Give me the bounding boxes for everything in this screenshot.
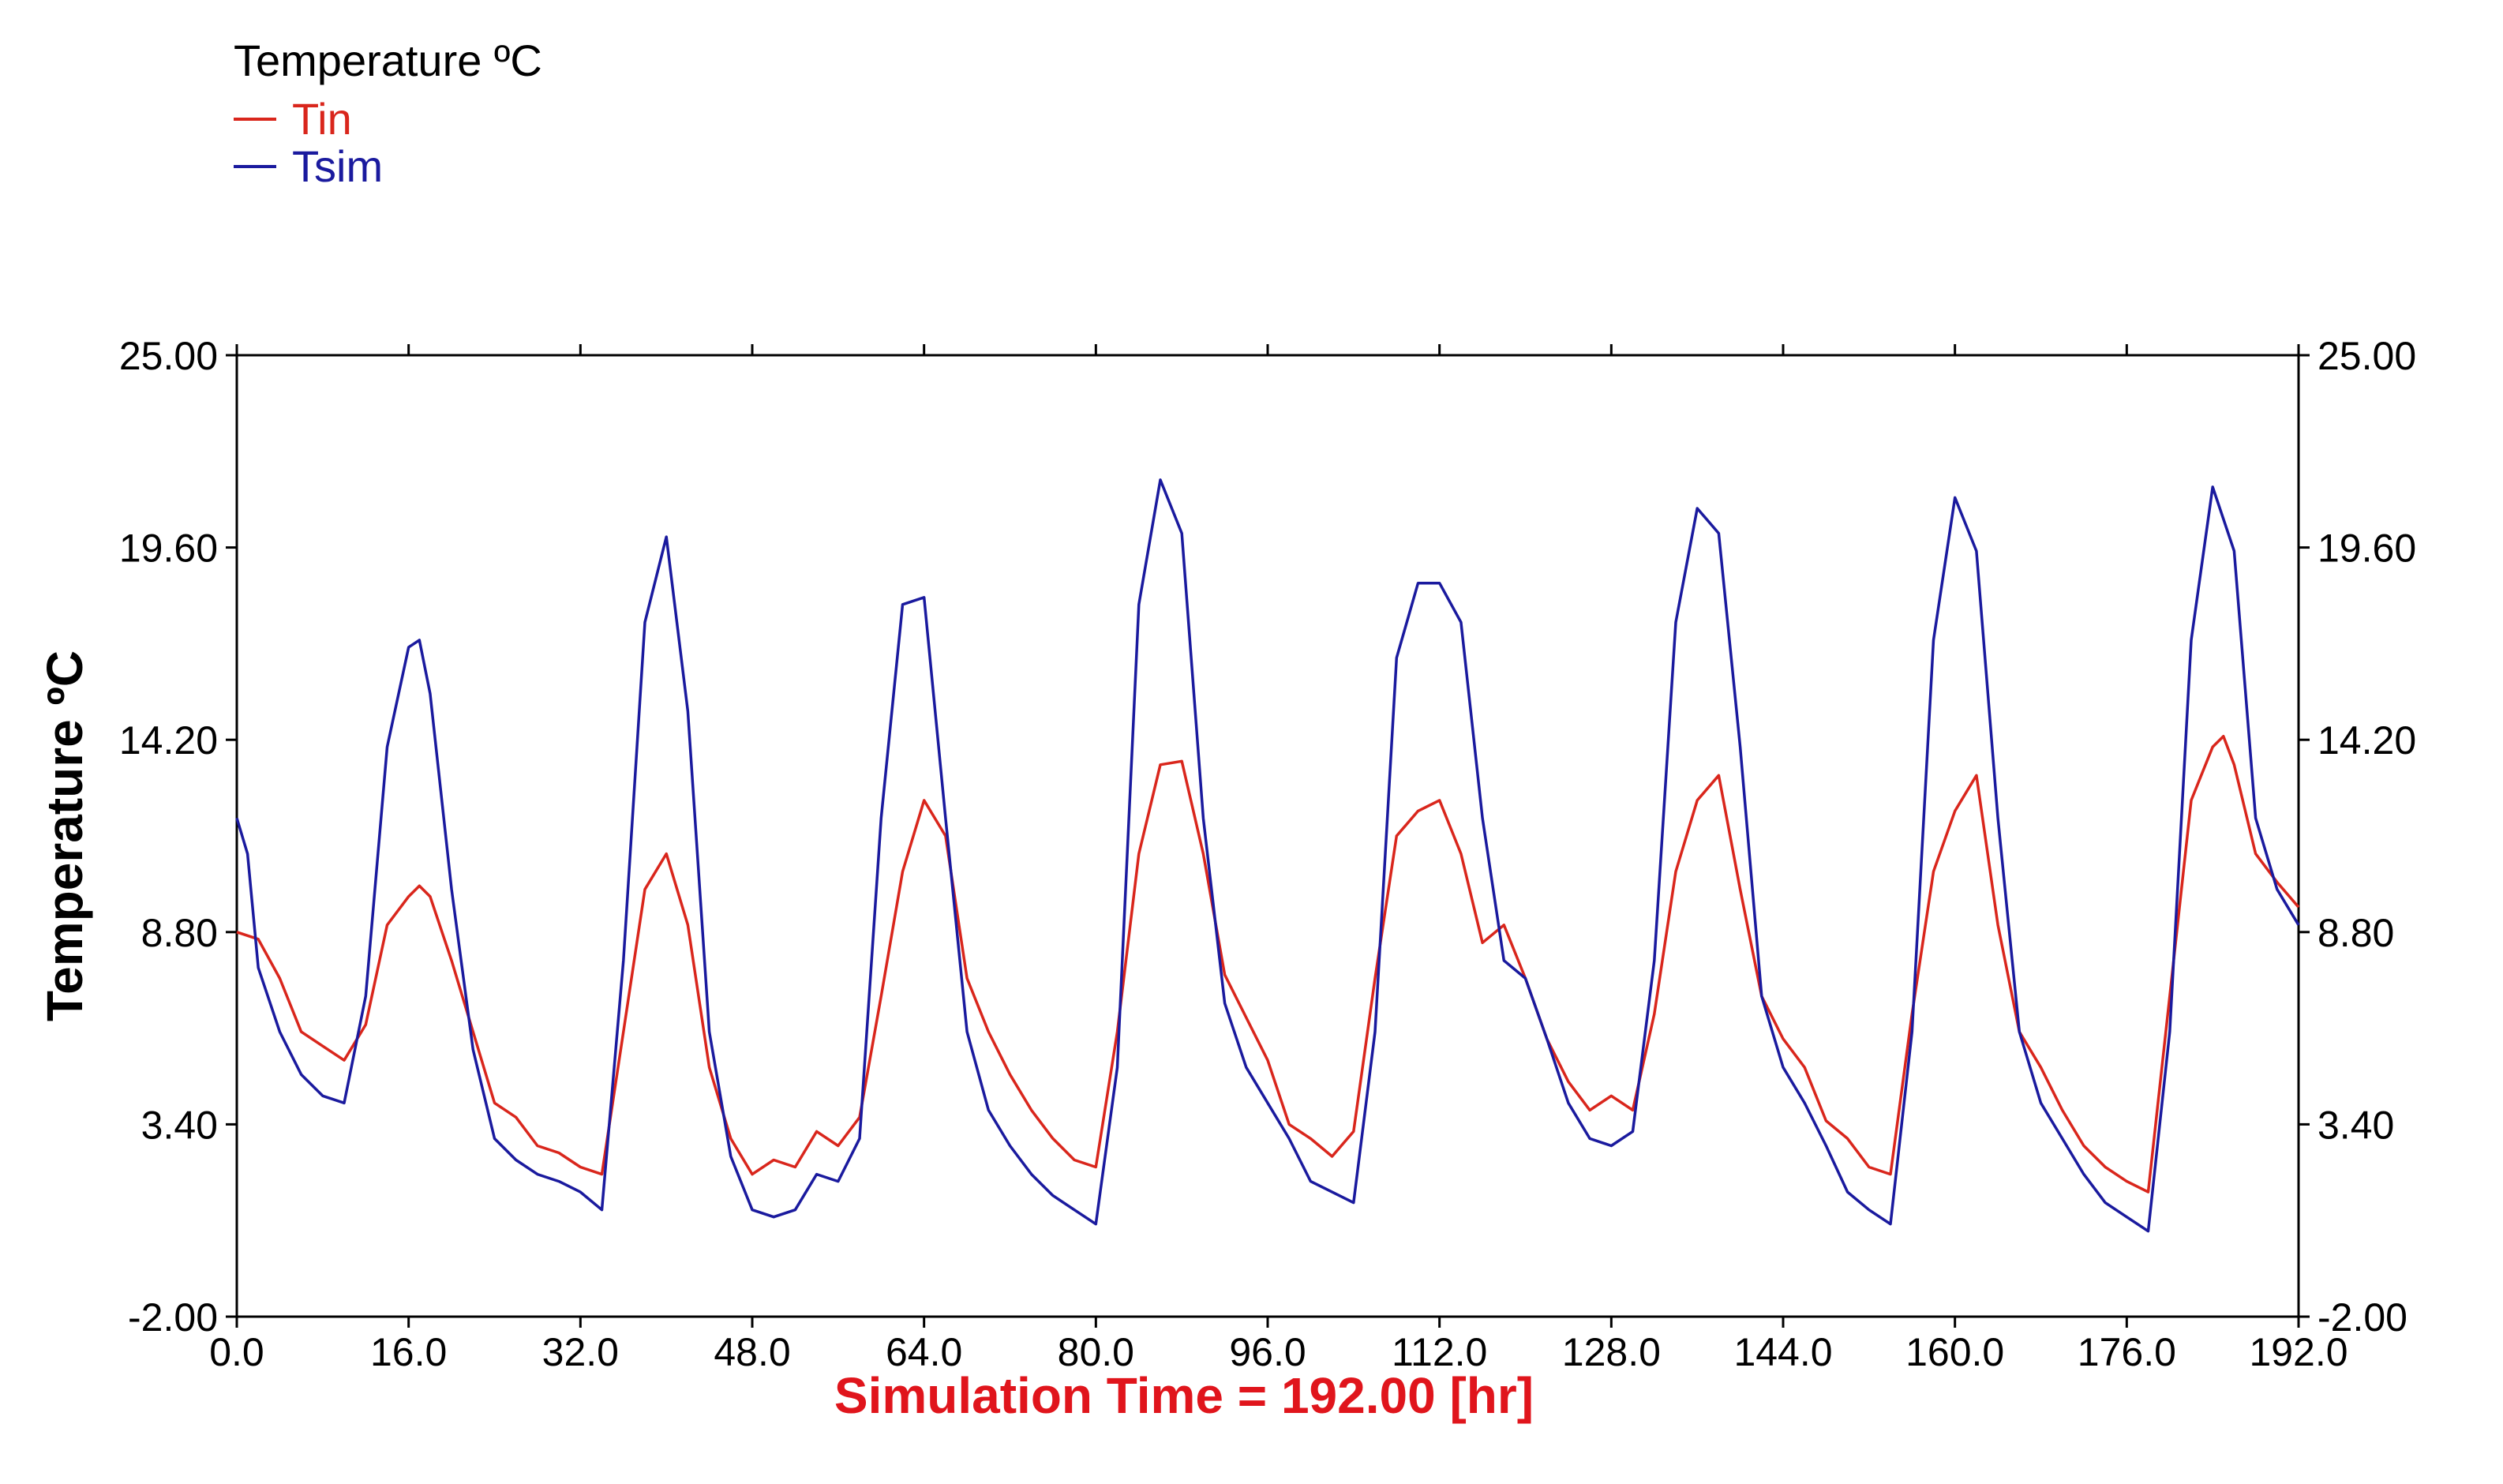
x-tick-label: 16.0	[370, 1330, 447, 1374]
tick-layer: 0.0 16.0 32.0 48.0 64.0 80.0 96.0 112.0 128.0 144…	[119, 334, 2416, 1374]
y-tick-label-right: 19.60	[2318, 527, 2416, 571]
y-tick-label-right: 3.40	[2318, 1103, 2394, 1147]
x-tick-label: 144.0	[1733, 1330, 1832, 1374]
y-tick-label-right: -2.00	[2318, 1295, 2407, 1340]
series-line-tsim	[235, 478, 2300, 1233]
y-axis-label: Temperature ºC	[36, 650, 93, 1021]
x-tick-label: 176.0	[2078, 1330, 2176, 1374]
x-tick-label: 96.0	[1229, 1330, 1306, 1374]
y-tick-label-right: 8.80	[2318, 911, 2394, 955]
x-axis-label: Simulation Time = 192.00 [hr]	[834, 1367, 1534, 1424]
y-tick-label-left: 3.40	[141, 1103, 218, 1147]
y-tick-label-left: 8.80	[141, 911, 218, 955]
y-tick-label-left: 19.60	[119, 527, 218, 571]
x-tick-label: 64.0	[886, 1330, 962, 1374]
y-tick-label-left: -2.00	[128, 1295, 218, 1340]
series-layer	[235, 478, 2300, 1233]
legend-swatch-tsim	[234, 164, 276, 168]
legend-label-tin: Tin	[292, 94, 352, 144]
x-tick-label: 192.0	[2249, 1330, 2347, 1374]
legend-swatch-tin	[234, 117, 276, 121]
x-tick-label: 128.0	[1562, 1330, 1661, 1374]
x-tick-label: 160.0	[1905, 1330, 2004, 1374]
x-tick-label: 32.0	[542, 1330, 619, 1374]
series-line-tin	[236, 734, 2300, 1194]
plot-frame	[235, 354, 2300, 1318]
x-tick-label: 80.0	[1058, 1330, 1134, 1374]
x-tick-label: 48.0	[714, 1330, 790, 1374]
legend-item-tsim: Tsim	[234, 141, 383, 192]
y-tick-label-right: 14.20	[2318, 718, 2416, 763]
y-tick-label-left: 25.00	[119, 334, 218, 378]
y-tick-label-left: 14.20	[119, 718, 218, 763]
y-tick-label-right: 25.00	[2318, 334, 2416, 378]
x-tick-label: 0.0	[209, 1330, 264, 1374]
legend-item-tin: Tin	[234, 93, 352, 144]
legend-title: Temperature ºC	[234, 36, 542, 85]
legend-label-tsim: Tsim	[292, 141, 384, 191]
x-tick-label: 112.0	[1392, 1330, 1487, 1374]
